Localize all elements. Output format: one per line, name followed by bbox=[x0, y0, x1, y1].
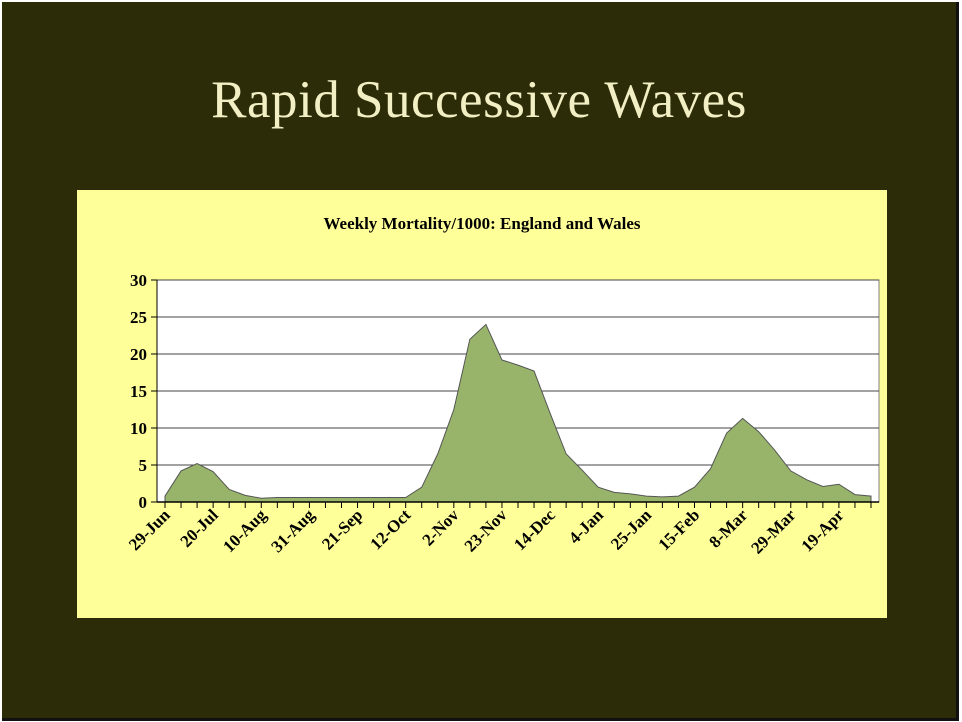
mortality-area-chart: Weekly Mortality/1000: England and Wales… bbox=[125, 214, 880, 558]
x-tick-label: 12-Oct bbox=[366, 505, 414, 553]
y-tick-label: 20 bbox=[130, 345, 147, 364]
y-tick-label: 30 bbox=[130, 271, 147, 290]
axes bbox=[156, 280, 879, 508]
x-tick-label: 29-Jun bbox=[125, 505, 174, 554]
x-tick-label: 23-Nov bbox=[461, 505, 512, 556]
x-tick-label: 10-Aug bbox=[219, 505, 270, 556]
x-tick-label: 25-Jan bbox=[607, 505, 656, 554]
y-tick-label: 25 bbox=[130, 308, 147, 327]
x-tick-label: 14-Dec bbox=[510, 505, 559, 554]
x-tick-label: 4-Jan bbox=[565, 505, 608, 548]
x-tick-label: 20-Jul bbox=[176, 505, 222, 551]
mortality-area bbox=[164, 323, 872, 503]
x-tick-label: 29-Mar bbox=[747, 505, 799, 557]
x-tick-label: 31-Aug bbox=[267, 505, 318, 556]
y-tick-label: 0 bbox=[139, 493, 148, 512]
x-tick-label: 21-Sep bbox=[318, 505, 366, 553]
slide-title: Rapid Successive Waves bbox=[211, 71, 747, 129]
y-tick-label: 15 bbox=[130, 382, 147, 401]
x-tick-label: 2-Nov bbox=[418, 505, 463, 550]
chart-title: Weekly Mortality/1000: England and Wales bbox=[323, 214, 640, 233]
y-tick-label: 5 bbox=[139, 456, 148, 475]
x-tick-label: 8-Mar bbox=[705, 505, 751, 551]
chart-container: Weekly Mortality/1000: England and Wales… bbox=[77, 190, 887, 618]
y-tick-labels: 0 5 10 15 20 25 30 bbox=[130, 271, 147, 512]
x-tick-label: 19-Apr bbox=[798, 505, 848, 555]
x-tick-label: 15-Feb bbox=[655, 505, 704, 554]
y-tick-label: 10 bbox=[130, 419, 147, 438]
